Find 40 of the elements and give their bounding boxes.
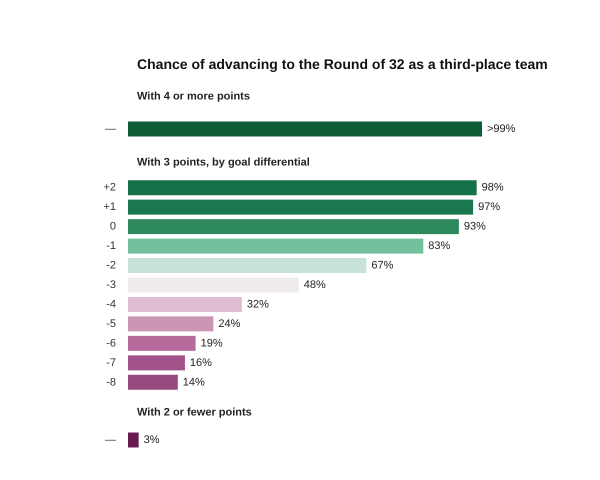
bar bbox=[128, 238, 424, 254]
bar bbox=[128, 180, 477, 196]
y-tick-label: +2 bbox=[103, 182, 116, 194]
bar bbox=[128, 258, 366, 274]
y-tick-label: -6 bbox=[106, 337, 116, 350]
y-tick-label: -3 bbox=[106, 279, 116, 291]
y-tick-label: +1 bbox=[103, 201, 116, 214]
y-tick-label: — bbox=[105, 434, 116, 446]
data-label: 3% bbox=[144, 434, 160, 446]
data-label: 48% bbox=[304, 279, 326, 291]
bar bbox=[128, 296, 242, 312]
data-label: 16% bbox=[190, 356, 212, 369]
bar bbox=[128, 336, 196, 351]
data-label: 19% bbox=[200, 337, 223, 350]
y-tick-label: -8 bbox=[106, 376, 116, 388]
data-label: 14% bbox=[182, 376, 206, 388]
y-tick-label: -4 bbox=[106, 298, 116, 310]
y-tick-label: — bbox=[105, 123, 116, 135]
bar bbox=[128, 374, 178, 390]
y-tick-label: -1 bbox=[106, 240, 116, 252]
y-tick-label: -2 bbox=[106, 260, 116, 272]
data-label: 32% bbox=[246, 298, 270, 310]
y-tick-label: -7 bbox=[106, 356, 116, 369]
data-label: 93% bbox=[464, 220, 486, 233]
data-label: 83% bbox=[428, 240, 451, 252]
bar bbox=[128, 200, 474, 215]
bar bbox=[128, 355, 185, 370]
data-label: 24% bbox=[218, 318, 241, 330]
chart-subtitle: With 4 or more points bbox=[137, 90, 250, 102]
data-label: 98% bbox=[482, 182, 504, 194]
text: With 2 or fewer points bbox=[137, 406, 252, 418]
chart-subtitle: With 3 points, by goal differential bbox=[137, 156, 310, 168]
data-label: 97% bbox=[478, 201, 500, 214]
bar bbox=[128, 219, 459, 234]
data-label: >99% bbox=[487, 123, 516, 135]
data-label: 67% bbox=[371, 260, 394, 272]
y-tick-label: 0 bbox=[110, 220, 116, 233]
y-tick-label: -5 bbox=[106, 318, 116, 330]
bar bbox=[128, 316, 214, 332]
chart-title: Chance of advancing to the Round of 32 as a third-place team bbox=[137, 56, 548, 72]
